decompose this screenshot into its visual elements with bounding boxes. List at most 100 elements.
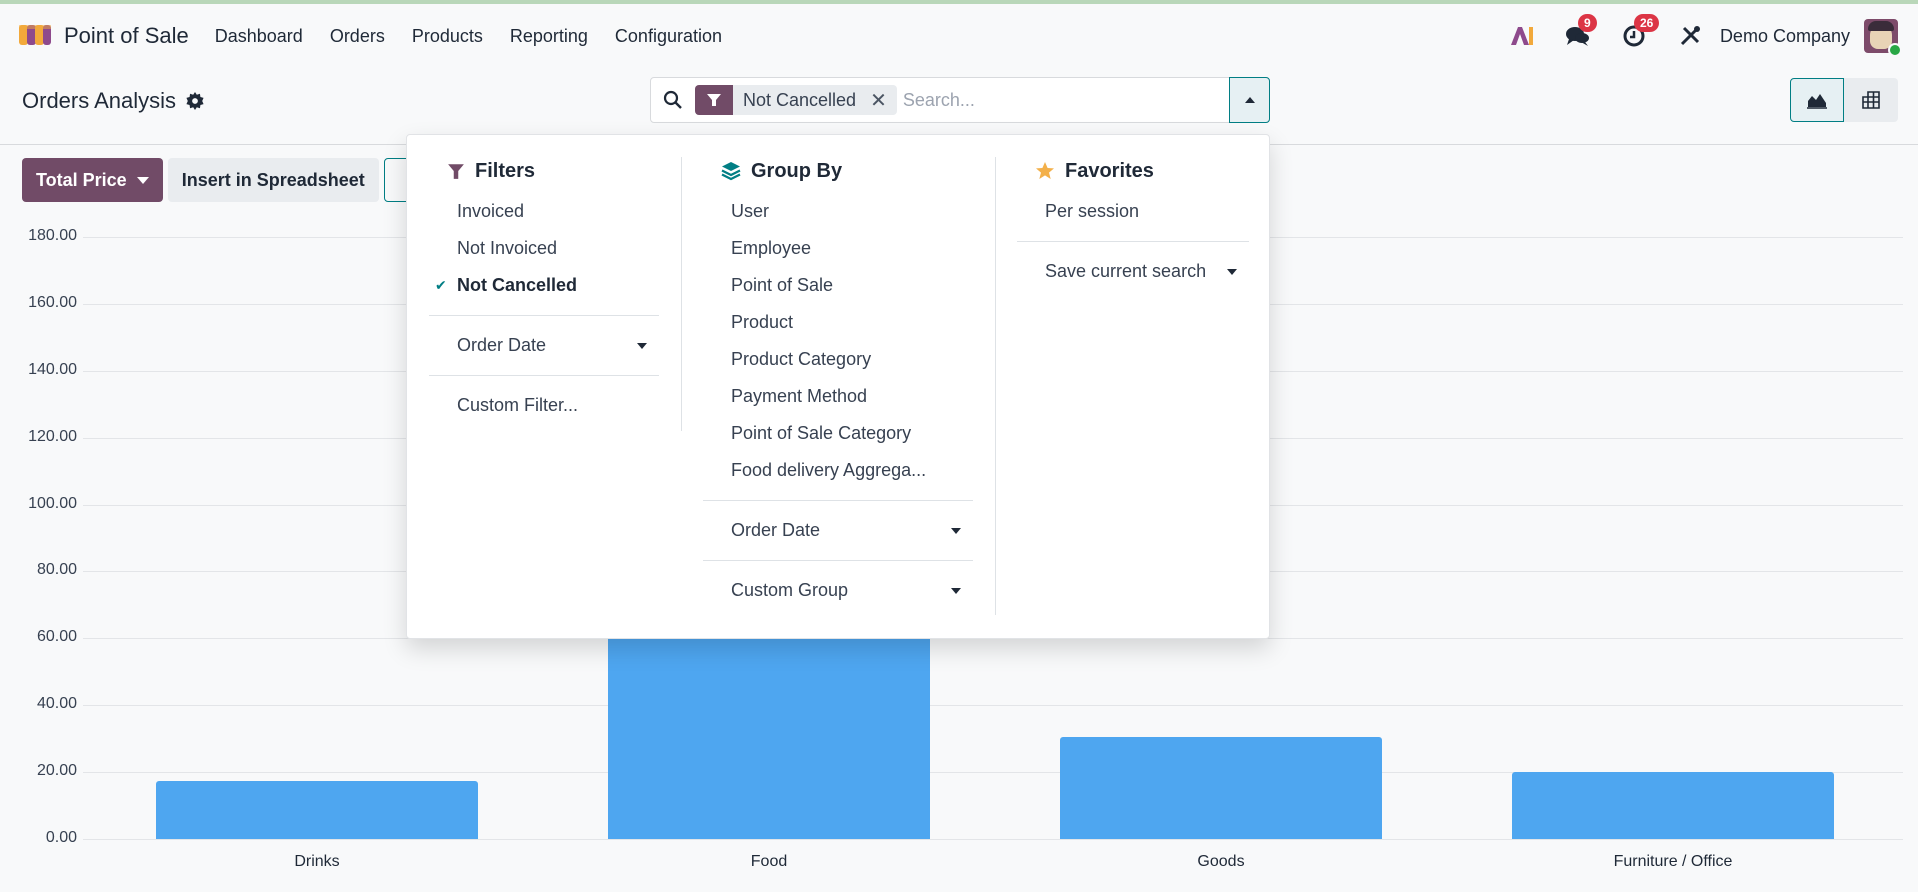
y-axis-tick-label: 160.00: [28, 293, 77, 311]
avatar-hair: [1868, 21, 1894, 31]
gridline: [83, 772, 1903, 774]
divider: [703, 560, 973, 561]
filters-column: Filters Invoiced Not Invoiced ✔ Not Canc…: [429, 159, 659, 424]
x-axis-label: Furniture / Office: [1613, 853, 1733, 870]
user-avatar[interactable]: [1864, 19, 1902, 57]
column-divider: [681, 157, 682, 431]
main-navbar: Point of Sale Dashboard Orders Products …: [0, 4, 1918, 68]
filter-icon: [447, 162, 465, 180]
x-axis-label: Drinks: [294, 853, 340, 870]
chart-bar[interactable]: [1512, 772, 1834, 839]
groupby-user[interactable]: User: [731, 201, 770, 221]
tools-icon: [1680, 26, 1700, 46]
divider: [429, 315, 659, 316]
custom-group-select[interactable]: Custom Group: [703, 572, 973, 609]
search-bar: Not Cancelled ✕: [650, 77, 1270, 123]
groupby-pos-category[interactable]: Point of Sale Category: [731, 423, 912, 443]
insert-in-spreadsheet-button[interactable]: Insert in Spreadsheet: [167, 158, 379, 202]
y-axis-tick-label: 180.00: [28, 227, 77, 244]
favorite-per-session[interactable]: Per session: [1045, 201, 1140, 221]
search-input[interactable]: [902, 89, 1269, 111]
filter-not-invoiced[interactable]: Not Invoiced: [457, 238, 558, 258]
caret-down-icon: [951, 588, 961, 594]
settings-tools-button[interactable]: [1676, 22, 1704, 50]
groupby-payment-method[interactable]: Payment Method: [731, 386, 868, 406]
y-axis-tick-label: 80.00: [36, 561, 77, 579]
clock-icon: [1623, 25, 1645, 47]
column-divider: [995, 157, 996, 615]
chat-icon: [1565, 27, 1589, 46]
y-axis-tick-label: 140.00: [28, 360, 77, 378]
gear-icon[interactable]: [186, 92, 204, 110]
caret-down-icon: [1227, 269, 1237, 275]
favorites-header: Favorites: [1035, 159, 1249, 183]
measure-label: Total Price: [36, 169, 127, 190]
menu-reporting[interactable]: Reporting: [509, 25, 588, 46]
measure-dropdown-button[interactable]: Total Price: [22, 158, 163, 202]
x-axis-label: Goods: [1197, 853, 1245, 870]
pos-logo-icon: [19, 25, 51, 45]
divider: [1017, 241, 1249, 242]
toggle-search-panel-button[interactable]: [1229, 77, 1270, 123]
navbar-systray: 9 26 Demo Company: [1508, 4, 1918, 68]
menu-orders[interactable]: Orders: [329, 25, 385, 46]
groupby-point-of-sale[interactable]: Point of Sale: [731, 275, 834, 295]
facet-label: Not Cancelled: [743, 89, 857, 110]
search-facet: Not Cancelled ✕: [695, 85, 897, 115]
graph-toolbar: Total Price Insert in Spreadsheet: [22, 158, 414, 202]
filter-not-cancelled[interactable]: ✔ Not Cancelled: [429, 267, 659, 304]
control-panel: Orders Analysis Not Cancelled ✕: [0, 68, 1918, 145]
messages-button[interactable]: 9: [1564, 14, 1597, 50]
star-icon: [1035, 161, 1055, 181]
table-grid-icon: [1862, 91, 1880, 109]
favorites-column: Favorites Per session Save current searc…: [1017, 159, 1249, 290]
activities-button[interactable]: 26: [1620, 14, 1660, 50]
groupby-employee[interactable]: Employee: [731, 238, 812, 258]
app-title: Point of Sale: [64, 23, 189, 48]
search-icon[interactable]: [663, 90, 683, 110]
pivot-view-button[interactable]: [1844, 78, 1898, 122]
groupby-product-category[interactable]: Product Category: [731, 349, 872, 369]
menu-dashboard[interactable]: Dashboard: [214, 25, 303, 46]
filter-icon: [695, 85, 733, 115]
filter-invoiced[interactable]: Invoiced: [457, 201, 525, 221]
filters-header: Filters: [447, 159, 659, 183]
company-switcher[interactable]: Demo Company: [1719, 25, 1850, 46]
activities-badge: 26: [1633, 14, 1660, 32]
top-menu: Dashboard Orders Products Reporting Conf…: [215, 26, 749, 47]
search-panel-dropdown: Filters Invoiced Not Invoiced ✔ Not Canc…: [406, 134, 1270, 639]
view-switcher: [1790, 78, 1898, 122]
remove-facet-icon[interactable]: ✕: [870, 89, 887, 112]
groupby-column: Group By User Employee Point of Sale Pro…: [703, 159, 973, 609]
menu-products[interactable]: Products: [411, 25, 483, 46]
checkmark-icon: ✔: [435, 277, 447, 293]
online-status-icon: [1888, 43, 1902, 57]
menu-configuration[interactable]: Configuration: [614, 25, 722, 46]
save-current-search-button[interactable]: Save current search: [1017, 253, 1249, 290]
custom-filter-item[interactable]: Custom Filter...: [457, 395, 579, 415]
divider: [429, 375, 659, 376]
area-chart-icon: [1807, 94, 1827, 109]
caret-down-icon: [136, 176, 149, 184]
groupby-header: Group By: [721, 159, 973, 183]
y-axis-tick-label: 100.00: [28, 494, 77, 512]
chart-bar[interactable]: [1060, 737, 1382, 839]
page-title: Orders Analysis: [22, 88, 177, 113]
top-accent-line: [0, 0, 1918, 4]
ai-icon: [1510, 27, 1533, 45]
y-axis-tick-label: 120.00: [28, 427, 77, 445]
chart-bar[interactable]: [156, 781, 478, 839]
caret-down-icon: [637, 343, 647, 349]
y-axis-tick-label: 20.00: [36, 762, 77, 780]
caret-down-icon: [951, 528, 961, 534]
x-axis-label: Food: [750, 853, 788, 870]
app-brand[interactable]: Point of Sale: [18, 23, 189, 49]
breadcrumb: Orders Analysis: [22, 88, 204, 114]
ai-button[interactable]: [1508, 22, 1536, 50]
filter-order-date[interactable]: Order Date: [429, 327, 659, 364]
layers-icon: [721, 161, 741, 181]
groupby-order-date[interactable]: Order Date: [703, 512, 973, 549]
groupby-product[interactable]: Product: [731, 312, 794, 332]
groupby-food-delivery-aggregator[interactable]: Food delivery Aggrega...: [731, 460, 927, 480]
graph-view-button[interactable]: [1790, 78, 1844, 122]
